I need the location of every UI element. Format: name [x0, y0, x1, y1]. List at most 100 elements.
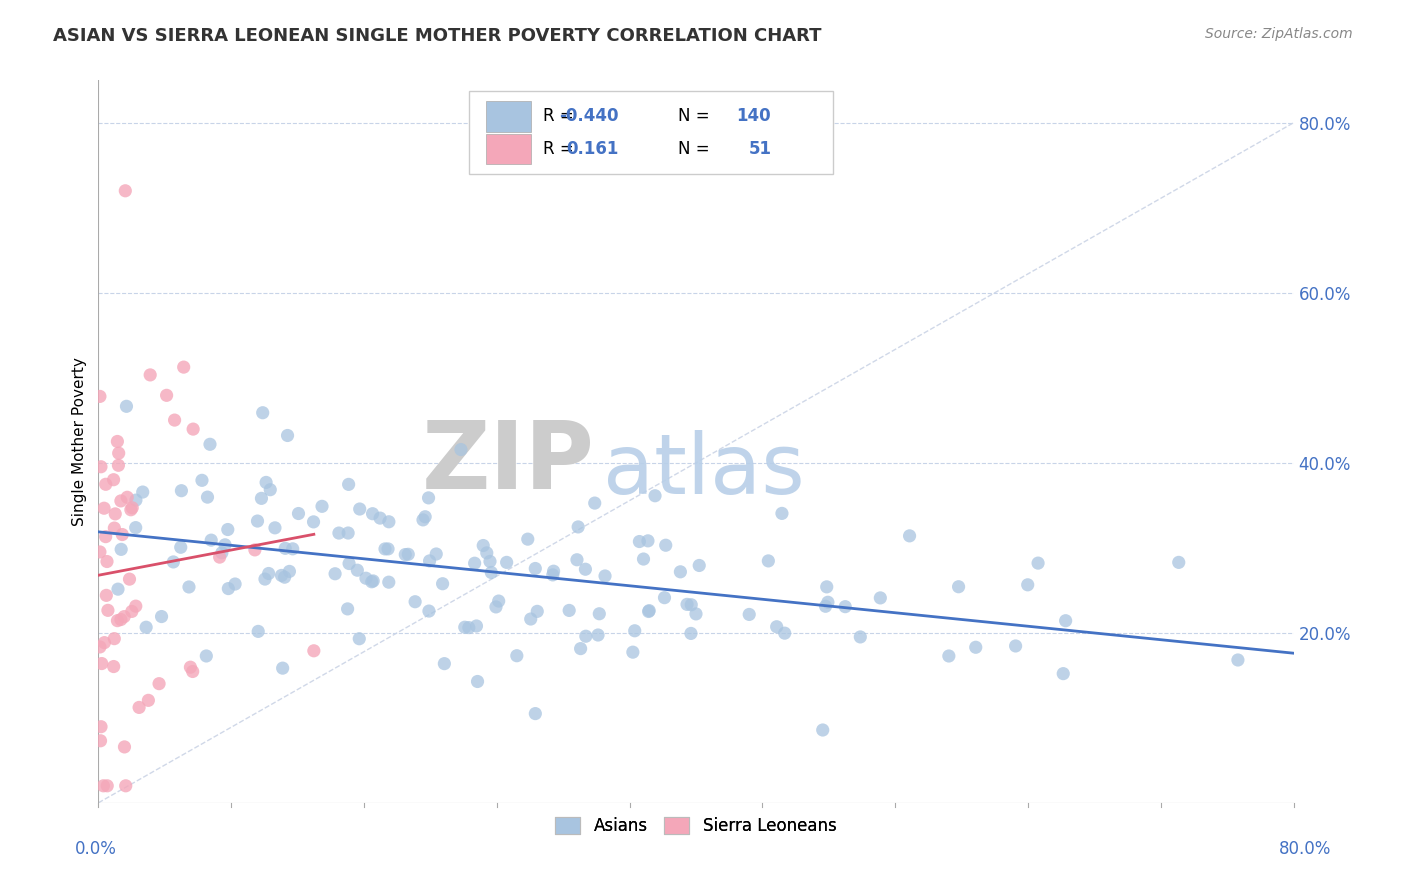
Point	[404, 595, 426, 609]
Point	[593, 569, 616, 583]
Point	[738, 607, 761, 622]
Point	[107, 458, 129, 473]
Point	[638, 604, 661, 618]
Point	[311, 500, 333, 514]
Point	[567, 520, 589, 534]
Point	[676, 598, 699, 612]
Point	[817, 595, 839, 609]
Point	[247, 624, 270, 639]
Point	[121, 500, 143, 515]
Point	[89, 389, 111, 403]
Point	[412, 513, 434, 527]
Point	[270, 568, 292, 582]
Text: 0.0%: 0.0%	[75, 840, 117, 858]
Point	[1054, 614, 1077, 628]
Text: ASIAN VS SIERRA LEONEAN SINGLE MOTHER POVERTY CORRELATION CHART: ASIAN VS SIERRA LEONEAN SINGLE MOTHER PO…	[53, 27, 823, 45]
Point	[328, 526, 350, 541]
Point	[419, 554, 441, 568]
Point	[688, 558, 710, 573]
Point	[1052, 666, 1074, 681]
Point	[217, 523, 239, 537]
Point	[254, 475, 277, 490]
Point	[246, 514, 269, 528]
Point	[211, 546, 233, 560]
Point	[349, 502, 371, 516]
Point	[93, 501, 115, 516]
Text: -0.440: -0.440	[558, 107, 619, 126]
Point	[574, 562, 596, 576]
Point	[457, 621, 479, 635]
Point	[208, 550, 231, 565]
Text: atlas: atlas	[603, 430, 804, 511]
Point	[121, 604, 143, 618]
Point	[115, 400, 138, 414]
Point	[869, 591, 891, 605]
Point	[337, 526, 360, 541]
Point	[257, 566, 280, 581]
Point	[125, 493, 148, 508]
Point	[655, 538, 678, 552]
Point	[163, 413, 186, 427]
Point	[323, 566, 346, 581]
Point	[128, 700, 150, 714]
Point	[418, 491, 440, 505]
Point	[472, 539, 495, 553]
Point	[465, 619, 488, 633]
Point	[1026, 556, 1049, 570]
Point	[195, 648, 218, 663]
FancyBboxPatch shape	[485, 101, 531, 132]
Point	[965, 640, 987, 655]
Point	[773, 626, 796, 640]
Point	[679, 626, 702, 640]
Point	[588, 607, 610, 621]
Point	[93, 635, 115, 649]
Point	[418, 604, 440, 618]
Point	[849, 630, 872, 644]
Point	[479, 566, 502, 580]
Point	[162, 555, 184, 569]
Point	[569, 641, 592, 656]
Text: R =: R =	[543, 107, 574, 126]
Point	[938, 648, 960, 663]
Point	[90, 459, 112, 474]
Point	[526, 604, 548, 618]
Point	[519, 612, 541, 626]
Point	[110, 542, 132, 557]
Point	[150, 609, 173, 624]
Point	[815, 580, 838, 594]
Point	[524, 561, 547, 575]
Point	[114, 739, 136, 754]
Point	[274, 541, 297, 556]
Point	[96, 555, 118, 569]
Point	[138, 693, 160, 707]
Point	[271, 661, 294, 675]
Point	[586, 628, 609, 642]
Point	[96, 779, 118, 793]
Text: 80.0%: 80.0%	[1278, 840, 1331, 858]
Point	[454, 620, 477, 634]
Point	[259, 483, 281, 497]
Point	[524, 706, 547, 721]
Point	[543, 564, 565, 578]
Point	[413, 509, 436, 524]
Point	[107, 582, 129, 596]
Point	[253, 572, 276, 586]
Point	[336, 602, 359, 616]
Point	[103, 632, 125, 646]
Point	[281, 541, 304, 556]
Point	[433, 657, 456, 671]
Point	[354, 571, 377, 585]
Point	[834, 599, 856, 614]
Point	[637, 605, 659, 619]
Point	[94, 477, 117, 491]
Point	[898, 529, 921, 543]
Point	[432, 576, 454, 591]
Point	[243, 542, 266, 557]
Point	[273, 570, 295, 584]
Point	[346, 563, 368, 577]
Point	[155, 388, 177, 402]
Text: N =: N =	[678, 140, 710, 158]
Point	[349, 632, 371, 646]
Point	[621, 645, 644, 659]
Text: R =: R =	[543, 140, 574, 158]
